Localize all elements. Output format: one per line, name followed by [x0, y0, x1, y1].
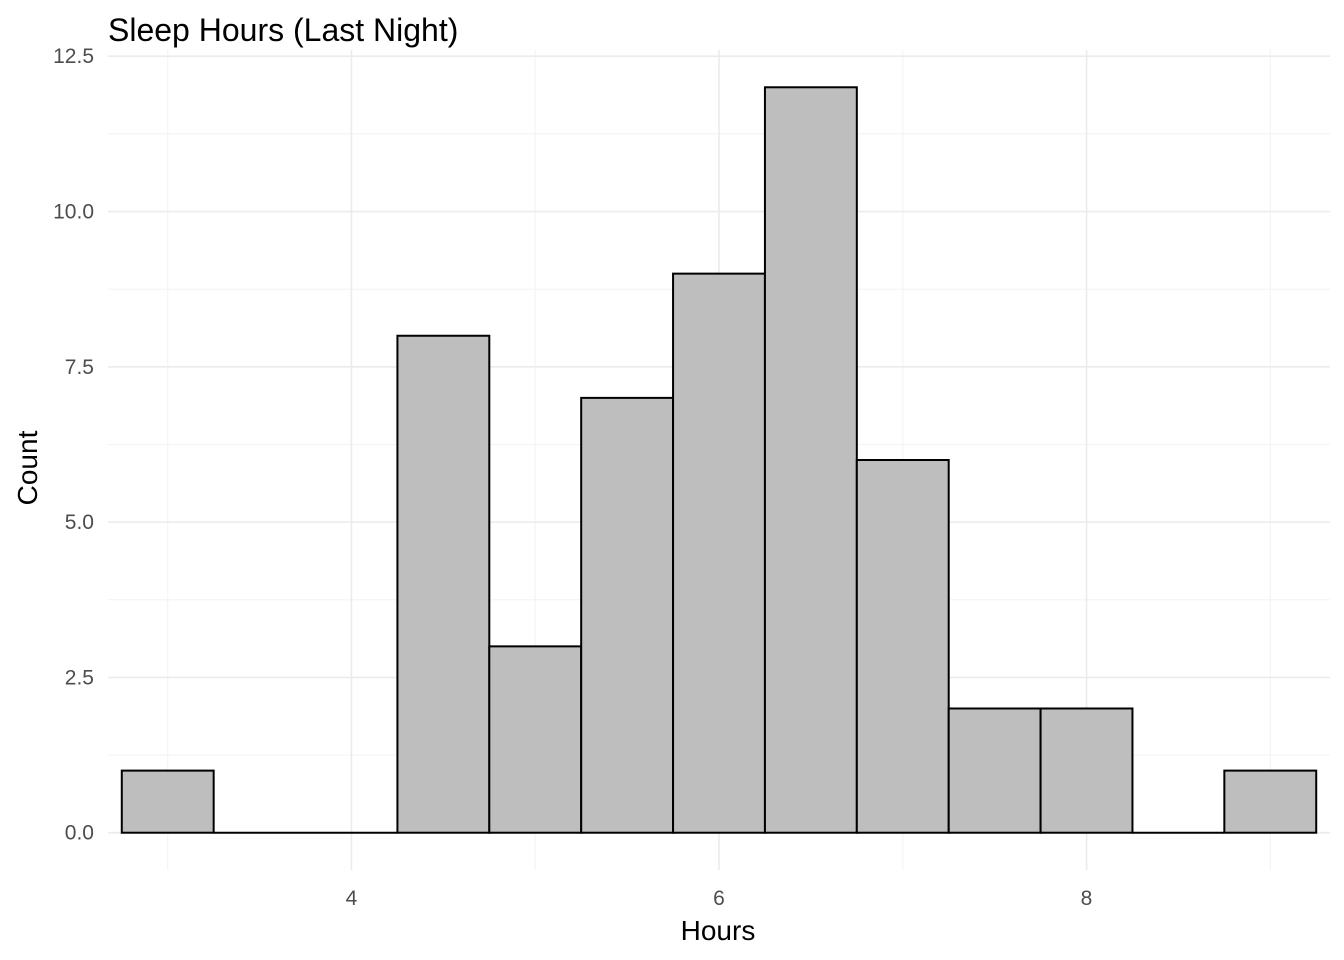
y-tick-label: 12.5	[53, 45, 94, 68]
histogram-bar	[580, 396, 675, 834]
y-axis-title: Count	[12, 430, 43, 505]
histogram-bar	[1039, 707, 1134, 834]
histogram-bar	[855, 459, 950, 834]
y-tick-label: 0.0	[65, 822, 94, 845]
y-tick-label: 5.0	[65, 511, 94, 534]
histogram-bar	[672, 272, 766, 834]
y-tick-label: 7.5	[65, 356, 94, 379]
histogram-bars	[120, 86, 1318, 834]
histogram-bar	[488, 645, 583, 834]
x-tick-label: 8	[1081, 887, 1093, 910]
chart-title: Sleep Hours (Last Night)	[108, 12, 458, 48]
x-tick-label: 6	[713, 887, 725, 910]
histogram-bar	[396, 334, 491, 834]
histogram-bar	[1223, 769, 1318, 834]
y-tick-label: 2.5	[65, 666, 94, 689]
histogram-bar	[120, 769, 215, 834]
histogram-bar	[763, 86, 858, 834]
x-axis-title: Hours	[681, 915, 756, 946]
x-tick-label: 4	[346, 887, 358, 910]
histogram-bar	[947, 707, 1042, 834]
y-tick-label: 10.0	[53, 201, 94, 224]
y-axis-ticks: 0.0 2.5 5.0 7.5 10.0 12.5	[53, 45, 94, 845]
x-axis-ticks: 4 6 8	[346, 887, 1093, 910]
